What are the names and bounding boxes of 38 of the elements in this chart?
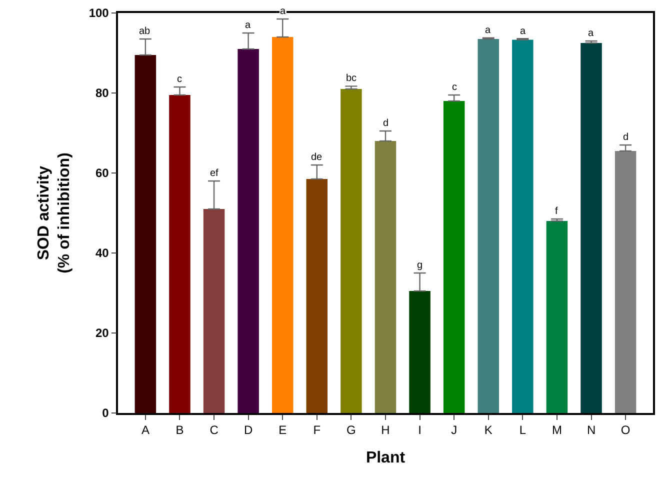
y-tick-label: 0 (102, 406, 110, 420)
x-axis-title: Plant (366, 449, 406, 466)
annotation: bc (346, 73, 357, 84)
x-tick-label: I (418, 423, 422, 438)
annotation: g (417, 260, 423, 271)
annotation: a (588, 28, 594, 39)
x-tick-label: H (381, 423, 390, 438)
x-tick-label: B (176, 423, 184, 438)
annotation: a (485, 25, 491, 36)
annotation: c (177, 74, 182, 85)
x-tick-label: D (244, 423, 253, 438)
y-tick-label: 40 (95, 246, 110, 260)
annotation: f (555, 206, 558, 217)
x-tick-label: M (552, 423, 562, 438)
x-tick-label: K (484, 423, 492, 438)
annotation: c (452, 82, 457, 93)
x-tick-label: L (519, 423, 526, 438)
x-tick-label: G (346, 423, 356, 438)
x-tick-label: J (451, 423, 458, 438)
annotation: a (245, 20, 251, 31)
annotation: d (383, 118, 389, 129)
annotation: de (311, 152, 323, 163)
annotation: ab (139, 26, 151, 37)
y-axis-title: SOD activity (% of inhibition) (35, 152, 74, 274)
x-tick-label: O (620, 423, 630, 438)
x-tick-label: E (278, 423, 287, 438)
annotation: d (623, 132, 629, 143)
y-tick-label: 20 (95, 326, 110, 340)
x-tick-label: F (313, 423, 321, 438)
x-tick-label: A (141, 423, 150, 438)
y-tick-label: 100 (88, 6, 110, 20)
y-tick-label: 60 (95, 166, 110, 180)
annotation: ef (210, 168, 219, 179)
annotation: a (520, 26, 526, 37)
annotation: a (280, 6, 286, 17)
y-tick-label: 80 (95, 86, 110, 100)
x-tick-label: C (210, 423, 219, 438)
x-tick-label: N (586, 423, 596, 438)
